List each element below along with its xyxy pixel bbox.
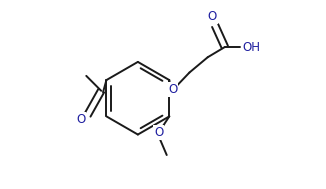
Text: O: O bbox=[154, 126, 164, 139]
Text: OH: OH bbox=[242, 40, 260, 53]
Text: O: O bbox=[168, 83, 177, 96]
Text: O: O bbox=[208, 10, 217, 23]
Text: O: O bbox=[76, 113, 85, 126]
